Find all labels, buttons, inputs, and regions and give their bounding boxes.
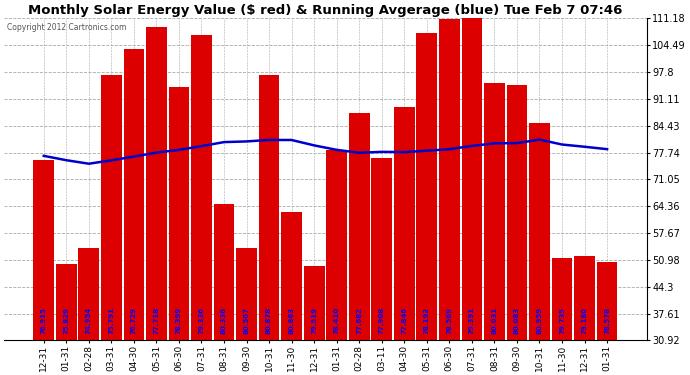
Text: 75.791: 75.791	[108, 308, 115, 334]
Bar	[371, 158, 392, 375]
Bar	[484, 83, 505, 375]
Bar	[282, 211, 302, 375]
Text: 79.336: 79.336	[199, 308, 204, 334]
Text: 80.959: 80.959	[537, 308, 542, 334]
Bar	[529, 123, 550, 375]
Text: 77.682: 77.682	[356, 308, 362, 334]
Bar	[168, 87, 189, 375]
Text: 74.954: 74.954	[86, 307, 92, 334]
Bar	[551, 258, 573, 375]
Bar	[574, 256, 595, 375]
Bar	[146, 27, 167, 375]
Text: 78.399: 78.399	[176, 307, 182, 334]
Bar	[417, 33, 437, 375]
Text: 80.507: 80.507	[244, 308, 250, 334]
Text: 79.180: 79.180	[582, 307, 588, 334]
Text: 78.578: 78.578	[604, 308, 610, 334]
Text: 77.846: 77.846	[402, 307, 407, 334]
Text: 80.031: 80.031	[491, 307, 497, 334]
Bar	[191, 35, 212, 375]
Bar	[506, 85, 527, 375]
Bar	[349, 113, 370, 375]
Bar	[259, 75, 279, 375]
Text: 77.718: 77.718	[153, 307, 159, 334]
Bar	[56, 264, 77, 375]
Bar	[124, 49, 144, 375]
Text: 78.192: 78.192	[424, 308, 430, 334]
Bar	[462, 17, 482, 375]
Text: 80.336: 80.336	[221, 308, 227, 334]
Text: 80.863: 80.863	[288, 308, 295, 334]
Text: 78.569: 78.569	[446, 308, 453, 334]
Title: Monthly Solar Energy Value ($ red) & Running Avgerage (blue) Tue Feb 7 07:46: Monthly Solar Energy Value ($ red) & Run…	[28, 4, 622, 17]
Text: 80.878: 80.878	[266, 307, 272, 334]
Text: 80.083: 80.083	[514, 307, 520, 334]
Text: 77.908: 77.908	[379, 307, 385, 334]
Bar	[101, 75, 121, 375]
Text: 79.735: 79.735	[559, 308, 565, 334]
Bar	[304, 266, 324, 375]
Bar	[439, 19, 460, 375]
Bar	[394, 107, 415, 375]
Text: 76.915: 76.915	[41, 308, 47, 334]
Text: 75.829: 75.829	[63, 308, 69, 334]
Bar	[33, 159, 54, 375]
Bar	[236, 248, 257, 375]
Bar	[326, 150, 347, 375]
Text: Copyright 2012 Cartronics.com: Copyright 2012 Cartronics.com	[8, 23, 127, 32]
Bar	[214, 204, 235, 375]
Text: 76.729: 76.729	[131, 308, 137, 334]
Bar	[597, 262, 618, 375]
Text: 78.410: 78.410	[334, 307, 339, 334]
Text: 79.391: 79.391	[469, 307, 475, 334]
Bar	[79, 248, 99, 375]
Text: 79.519: 79.519	[311, 308, 317, 334]
